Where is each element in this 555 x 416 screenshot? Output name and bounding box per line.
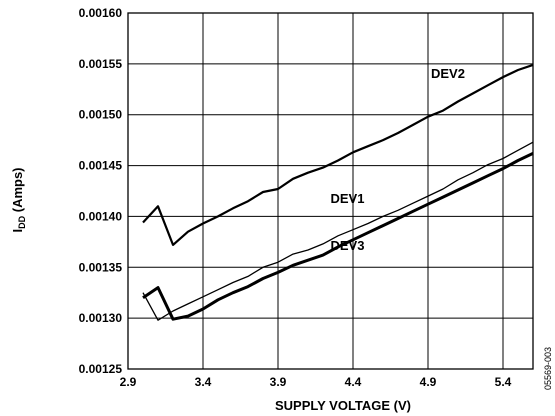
y-tick-label: 0.00150 — [79, 108, 123, 122]
x-axis-title: SUPPLY VOLTAGE (V) — [275, 398, 411, 413]
figure-id: 05569-003 — [543, 347, 553, 390]
y-axis-title-units: (Amps) — [10, 167, 25, 215]
series-lines — [142, 63, 534, 321]
x-tick-label: 2.9 — [120, 375, 137, 389]
y-tick-labels: 0.00125 0.00130 0.00135 0.00140 0.00145 0.001… — [79, 6, 123, 376]
x-tick-label: 4.9 — [420, 375, 437, 389]
series-label-dev1: DEV1 — [331, 191, 365, 206]
y-tick-label: 0.00160 — [79, 6, 123, 20]
series-labels: DEV2 DEV1 DEV3 — [331, 66, 465, 253]
gridlines — [128, 13, 533, 369]
y-axis-title-main: I — [10, 229, 25, 233]
y-tick-label: 0.00145 — [79, 159, 123, 173]
y-axis-title-subscript: DD — [17, 215, 27, 228]
x-tick-label: 3.9 — [270, 375, 287, 389]
series-dev3-line — [142, 152, 534, 321]
y-axis-title: IDD (Amps) — [10, 167, 27, 232]
y-tick-label: 0.00135 — [79, 260, 123, 274]
x-tick-labels: 2.9 3.4 3.9 4.4 4.9 5.4 — [120, 375, 512, 389]
series-label-dev2: DEV2 — [431, 66, 465, 81]
y-tick-label: 0.00155 — [79, 57, 123, 71]
series-dev2-line — [142, 63, 534, 246]
y-tick-label: 0.00140 — [79, 209, 123, 223]
x-tick-label: 5.4 — [495, 375, 512, 389]
plot-area — [127, 12, 534, 370]
y-tick-label: 0.00130 — [79, 311, 123, 325]
y-tick-label: 0.00125 — [79, 362, 123, 376]
series-dev1-line — [142, 141, 534, 321]
x-tick-label: 4.4 — [345, 375, 362, 389]
x-tick-label: 3.4 — [195, 375, 212, 389]
series-label-dev3: DEV3 — [331, 238, 365, 253]
